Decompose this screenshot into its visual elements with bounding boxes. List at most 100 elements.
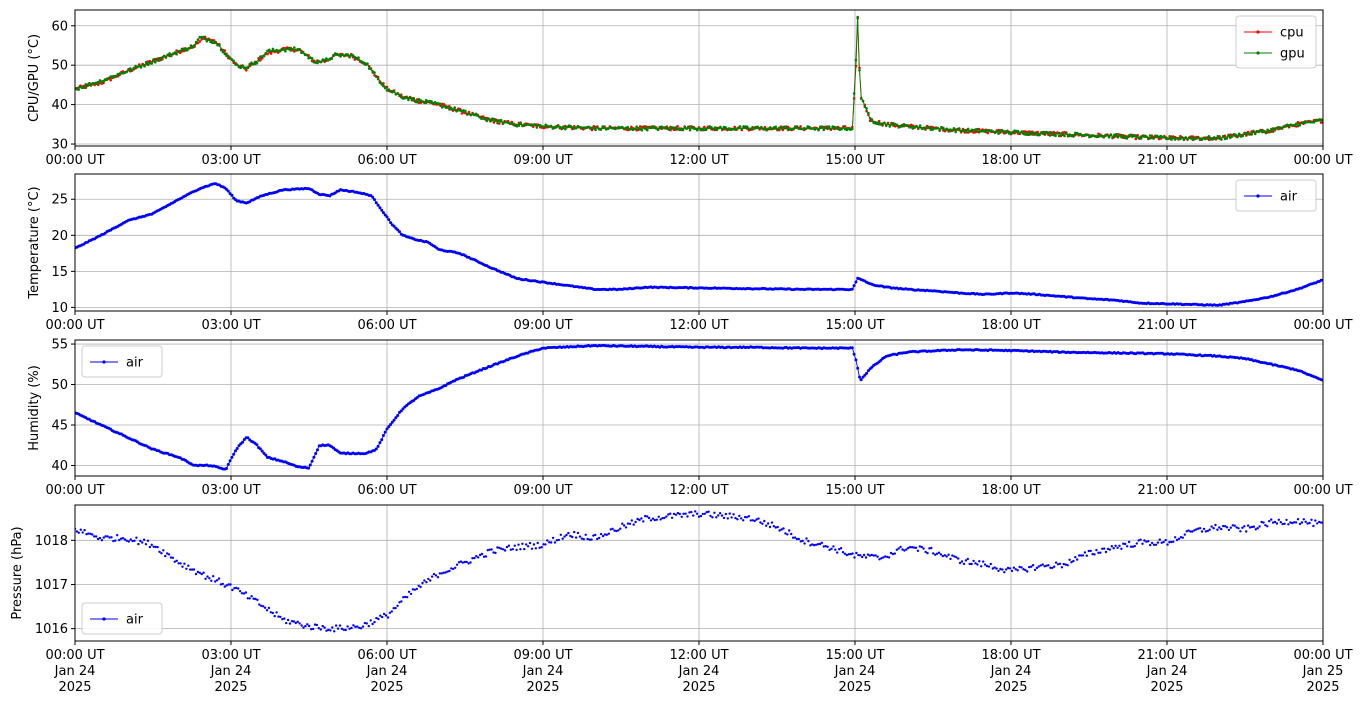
data-point-gpu [362,62,366,65]
data-point-air [1074,556,1077,559]
data-point-air [96,537,100,541]
data-point-gpu [738,125,742,128]
data-point-air [300,624,303,627]
data-point-air [966,557,969,561]
data-point-gpu [966,127,970,131]
data-point-air [852,352,856,356]
data-point-air [832,545,835,548]
data-point-air [401,407,405,411]
data-point-air [139,539,142,543]
data-point-air [394,606,397,610]
data-point-air [615,529,618,533]
data-point-air [989,562,992,566]
data-point-air [701,512,704,516]
data-point-air [726,517,729,520]
data-point-air [797,537,800,541]
data-point-gpu [1031,133,1034,136]
data-point-gpu [1166,137,1170,141]
data-point-air [478,553,482,557]
data-point-air [502,548,505,551]
data-point-air [993,566,996,569]
data-point-gpu [416,100,419,104]
data-point-air [1137,539,1140,542]
data-point-gpu [950,129,954,132]
data-point-air [390,610,393,613]
data-point-air [1149,543,1152,547]
data-point-air [847,553,850,556]
data-point-air [843,552,847,555]
data-point-air [801,539,804,543]
data-point-air [423,579,426,582]
data-point-air [1120,547,1123,550]
x-tick-label: 00:00 UT [1293,318,1352,333]
data-point-air [457,561,461,564]
x-tick-label: 09:00 UT [513,483,572,498]
data-point-air [644,514,647,518]
data-point-gpu [1225,136,1228,140]
y-tick-label: 55 [51,338,68,353]
data-point-air [732,513,735,516]
data-point-gpu [284,49,287,53]
data-point-air [1200,530,1204,533]
data-point-air [296,620,299,623]
data-point-gpu [1147,137,1150,141]
data-point-air [720,514,724,517]
data-point-gpu [931,128,934,131]
data-point-air [1225,526,1229,529]
data-point-air [125,539,128,542]
data-point-air [429,579,432,582]
data-point-gpu [1018,131,1022,135]
data-point-air [1256,527,1259,530]
data-point-gpu [130,69,134,72]
data-point-gpu [255,61,259,65]
data-point-air [937,551,941,554]
data-point-air [229,583,232,586]
data-point-gpu [646,128,649,132]
x-tick-label: 2025 [58,680,91,695]
data-point-gpu [1214,136,1218,140]
data-point-gpu [1271,130,1275,133]
data-point-gpu [726,128,729,132]
data-point-gpu [1057,134,1061,138]
data-point-air [455,563,459,566]
data-point-air [381,434,385,437]
data-point-air [1279,521,1283,524]
data-point-cpu [703,125,706,129]
data-point-air [1223,525,1227,528]
data-point-air [743,515,747,519]
data-point-air [500,547,503,550]
data-point-gpu [656,128,660,132]
data-point-air [557,538,560,542]
data-point-gpu [1168,135,1171,138]
data-point-air [325,629,328,632]
data-point-air [651,517,655,520]
data-point-gpu [157,57,161,60]
data-point-gpu [997,132,1000,135]
x-tick-label: 21:00 UT [1137,318,1196,333]
data-point-air [1248,526,1252,529]
data-point-air [818,542,822,546]
data-point-air [903,549,906,552]
data-point-air [411,588,415,591]
data-point-air [713,511,716,514]
data-point-gpu [1221,134,1225,138]
data-point-air [1058,562,1062,565]
data-point-air [1037,565,1041,568]
data-point-gpu [794,126,797,129]
data-point-gpu [1227,133,1230,137]
data-point-gpu [975,127,979,131]
data-point-gpu [489,120,492,123]
x-tick-label: 12:00 UT [669,483,728,498]
data-point-air [649,519,653,522]
data-point-air [734,516,737,520]
data-point-air [356,625,359,628]
x-tick-label: 03:00 UT [201,318,260,333]
data-point-air [1183,533,1187,536]
data-point-air [791,536,795,539]
data-point-air [1054,561,1058,564]
data-point-air [772,525,776,528]
data-point-gpu [938,129,941,132]
data-point-gpu [262,54,266,58]
data-point-gpu [1011,130,1015,134]
data-point-air [820,541,824,544]
